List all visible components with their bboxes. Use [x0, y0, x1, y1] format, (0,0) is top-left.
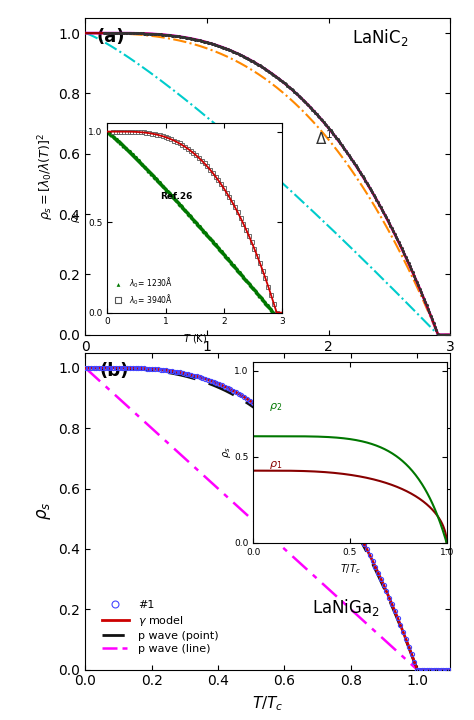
- Text: (a): (a): [96, 27, 125, 45]
- Text: LaNiGa$_2$: LaNiGa$_2$: [311, 597, 380, 618]
- Text: $\Delta^2$: $\Delta^2$: [224, 138, 242, 157]
- Text: (b): (b): [100, 362, 129, 380]
- Y-axis label: $\rho_s$: $\rho_s$: [35, 502, 53, 521]
- X-axis label: $T/T_c$: $T/T_c$: [252, 694, 283, 713]
- Y-axis label: $\rho_s = [\lambda_0/\lambda(T)]^2$: $\rho_s = [\lambda_0/\lambda(T)]^2$: [36, 133, 55, 220]
- Text: $\Delta^1$: $\Delta^1$: [315, 129, 334, 148]
- Legend: #1, $\gamma$ model, p wave (point), p wave (line): #1, $\gamma$ model, p wave (point), p wa…: [98, 597, 222, 657]
- X-axis label: $T$ (K): $T$ (K): [249, 359, 286, 377]
- Text: LaNiC$_2$: LaNiC$_2$: [352, 27, 408, 48]
